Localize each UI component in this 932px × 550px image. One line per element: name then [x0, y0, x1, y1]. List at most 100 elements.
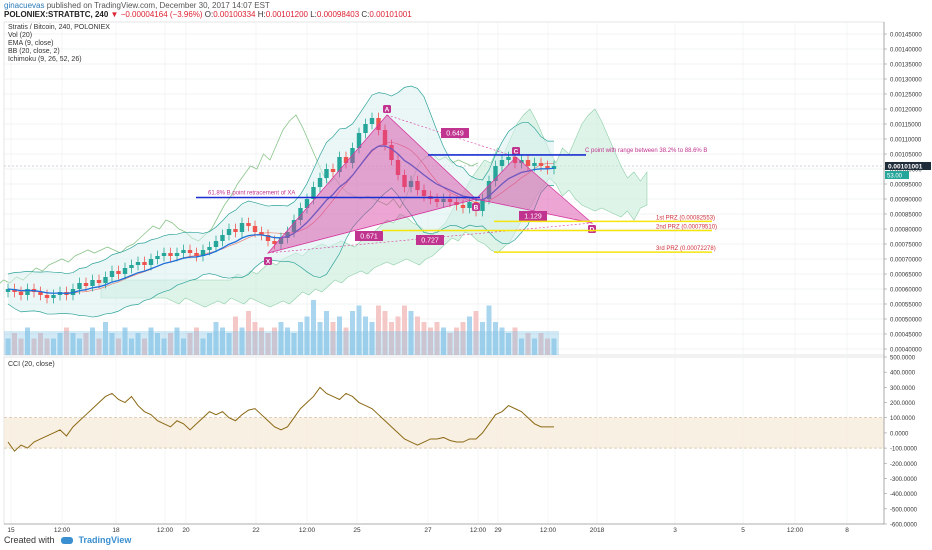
candle-body [246, 223, 251, 226]
publish-text: published on TradingView.com, December 3… [46, 1, 270, 10]
time-tick-label: 20 [182, 527, 190, 534]
cci-tick-label: 300.0000 [890, 386, 916, 392]
ac-line [386, 114, 517, 158]
price-tick-label: 0.00100000 [890, 168, 922, 174]
price-tick-label: 0.00045000 [890, 333, 922, 339]
candle-body [168, 253, 173, 256]
candle-body [395, 160, 401, 175]
volume-bar [473, 311, 479, 355]
volume-bar [207, 333, 212, 355]
time-axis[interactable]: 15 12:00 18 12:00 20 22 12:00 25 27 12:00 29 12:00 2… [4, 523, 884, 534]
secondary-price-label: 53.00 [887, 173, 903, 179]
candle-body [226, 229, 232, 235]
open-value: 0.00100334 [213, 10, 256, 19]
price-tick-label: 0.00140000 [890, 48, 922, 54]
volume-bar [330, 322, 336, 355]
volume-bar [460, 322, 466, 355]
change-value: −0.00004164 (−3.96%) [120, 10, 203, 19]
candle-body [213, 241, 219, 247]
candle-body [408, 181, 414, 187]
ratio-label-r649: 0.649 [446, 131, 464, 138]
volume-bar [311, 300, 316, 355]
time-tick-label: 29 [494, 527, 502, 534]
candle-body [532, 163, 537, 166]
candle-body [356, 133, 362, 148]
symbol-info: POLONIEX:STRATBTC, 240 ▼ −0.00004164 (−3… [4, 10, 412, 19]
candle-body [44, 295, 50, 298]
volume-bar [239, 327, 245, 355]
candle-body [148, 259, 154, 265]
ratio-box-r1129 [519, 211, 547, 221]
candle-body [499, 160, 505, 166]
cci-tick-label: 0.0000 [890, 431, 909, 437]
candle-body [272, 241, 277, 244]
volume-bar [415, 316, 420, 355]
candle-body [389, 145, 394, 160]
author-link[interactable]: ginacuevas [4, 1, 45, 10]
candle-body [90, 280, 95, 286]
volume-bar [51, 338, 56, 355]
ratio-box-r671 [355, 231, 383, 241]
point-marker-x [264, 257, 272, 265]
volume-bar [532, 338, 537, 355]
candle-body [376, 118, 381, 130]
tradingview-brand[interactable]: TradingView [78, 535, 132, 545]
volume-bar [116, 338, 121, 355]
prz-lines: 1st PRZ (0.00082553) 2nd PRZ (0.00079510)… [382, 215, 717, 253]
point-marker-a [383, 105, 391, 113]
candle-body [5, 289, 11, 292]
price-tick-label: 0.00125000 [890, 93, 922, 99]
candle-body [135, 262, 141, 265]
candle-body [291, 220, 297, 232]
price-axis[interactable]: 0.00145000 0.00140000 0.00135000 0.00130000… [883, 22, 931, 524]
volume-bar [252, 322, 258, 355]
time-tick-label: 25 [353, 527, 361, 534]
point-label-x: X [266, 258, 271, 265]
volume-bar [233, 316, 238, 355]
price-tick-label: 0.00075000 [890, 243, 922, 249]
candle-body [337, 157, 342, 172]
volume-bar [350, 311, 355, 355]
cci-tick-label: 100.0000 [890, 416, 916, 422]
cci-tick-label: -300.0000 [890, 477, 918, 483]
candle-body [220, 235, 225, 241]
candle-body [363, 124, 368, 133]
legend-ichimoku: Ichimoku (9, 26, 52, 26) [8, 56, 82, 63]
time-tick-label: 15 [7, 527, 15, 534]
c-level-label: C point with range between 38.2% to 88.6… [585, 148, 707, 154]
time-tick-label: 18 [112, 527, 120, 534]
price-tick-label: 0.00110000 [890, 138, 922, 144]
b-level-label: 61.8% B point retracement of XA [208, 191, 295, 197]
candle-body [551, 166, 557, 169]
candle-body [155, 256, 160, 259]
volume-bar [64, 327, 69, 355]
volume-bar [31, 338, 37, 355]
candle-body [480, 199, 485, 211]
volume-bar [402, 305, 407, 355]
symbol-label: POLONIEX:STRATBTC, 240 [4, 10, 109, 19]
publish-info: ginacuevas published on TradingView.com,… [4, 1, 270, 10]
candle-body [77, 283, 82, 289]
volume-bar [44, 338, 50, 355]
time-tick-label: 12:00 [787, 527, 804, 534]
candle-body [187, 250, 193, 253]
candle-body [129, 265, 134, 268]
volume-bar [447, 333, 453, 355]
price-tick-label: 0.00115000 [890, 123, 922, 129]
volume-bar [454, 327, 459, 355]
candle-body [441, 199, 446, 202]
volume-bar [480, 322, 485, 355]
candle-body [265, 235, 271, 241]
candle-body [447, 199, 453, 202]
volume-bar [259, 327, 264, 355]
candle-body [369, 118, 375, 124]
legend-ema: EMA (9, close) [8, 40, 54, 47]
volume-bar [337, 316, 342, 355]
cci-tick-label: 200.0000 [890, 401, 916, 407]
volume-bar [18, 338, 24, 355]
cci-axis[interactable]: 500.0000 400.0000 300.0000 200.0000 100.0000… [884, 356, 918, 529]
volume-bar [155, 333, 160, 355]
time-tick-label: 5 [741, 527, 745, 534]
cci-tick-label: -500.0000 [890, 507, 918, 513]
